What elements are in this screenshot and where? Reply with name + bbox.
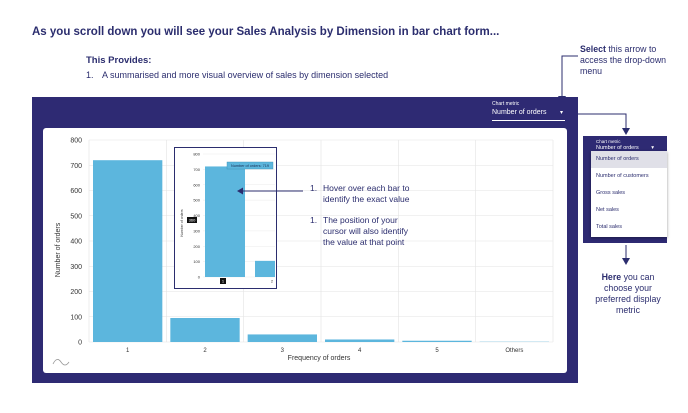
inset-bar[interactable]	[205, 166, 245, 277]
dropdown-options: Number of orders Number of customers Gro…	[591, 151, 667, 237]
provides-label: This Provides:	[86, 55, 152, 66]
y-tick-label: 600	[70, 188, 82, 195]
tooltip-box	[226, 161, 274, 170]
note-text: Hover over each bar to identify the exac…	[323, 183, 410, 204]
inset-bar[interactable]	[255, 260, 279, 277]
hover-note-1: 1. Hover over each bar to identify the e…	[310, 183, 410, 205]
inset-y-axis-label: Number of orders	[180, 209, 184, 236]
inset-y-tick-label: 0	[198, 275, 201, 280]
chart-metric-label: Chart metric	[492, 101, 520, 107]
logo-icon	[52, 359, 70, 366]
chart-metric-value: Number of orders	[492, 109, 547, 116]
bar-chart: Number of orders Frequency of orders 010…	[52, 138, 554, 366]
inset-y-tick-label: 800	[193, 152, 200, 157]
bar[interactable]	[247, 334, 317, 342]
hover-note-2: 1. The position of your cursor will also…	[310, 215, 410, 248]
inset-x-label-1: 1	[222, 279, 225, 284]
x-tick-label: 3	[281, 348, 285, 354]
tooltip-text: Number of orders: 719	[231, 164, 269, 168]
bar[interactable]	[402, 340, 472, 342]
dropdown-label: Chart metric	[596, 139, 621, 144]
y-axis-label: Number of orders	[55, 222, 62, 277]
note-text: The position of your cursor will also id…	[323, 215, 409, 247]
point-text: A summarised and more visual overview of…	[102, 70, 389, 80]
dropdown-value: Number of orders	[596, 145, 639, 151]
arrow-head	[622, 128, 630, 135]
annotation-bold: Here	[601, 272, 622, 282]
dropdown-option[interactable]: Number of customers	[596, 173, 649, 179]
hover-notes: 1. Hover over each bar to identify the e…	[310, 183, 410, 258]
x-label-badge	[220, 278, 226, 284]
cursor-value-badge	[187, 217, 197, 223]
point-number: 1.	[86, 70, 94, 80]
x-tick-label: 4	[358, 348, 362, 354]
x-tick-label: 2	[203, 348, 207, 354]
inset-bar-chart: Number of orders 0 100 200 300 400 500 600 700 8…	[180, 152, 279, 284]
note-number: 1.	[310, 183, 318, 193]
dropdown-option[interactable]: Number of orders	[591, 151, 667, 168]
inset-y-tick-label: 200	[193, 244, 200, 249]
inset-y-tick-label: 400	[193, 213, 200, 218]
x-tick-label: 5	[435, 348, 439, 354]
provides-point-1: 1. A summarised and more visual overview…	[86, 70, 388, 80]
y-tick-label: 700	[70, 163, 82, 170]
chart-card: Number of orders Frequency of orders 0 10…	[43, 128, 567, 373]
x-axis-label: Frequency of orders	[288, 355, 351, 362]
pointer-arrow-head	[237, 187, 243, 195]
page-heading: As you scroll down you will see your Sal…	[32, 26, 500, 38]
inset-x-label-2: 2	[271, 279, 274, 284]
dropdown-arrow-icon[interactable]: ▾	[559, 110, 563, 116]
note-number: 1.	[310, 215, 318, 225]
inset-y-tick-label: 500	[193, 198, 200, 203]
annotation-rest: you can choose your preferred display me…	[595, 272, 661, 315]
y-tick-label: 500	[70, 213, 82, 220]
y-tick-label: 200	[70, 289, 82, 296]
arrow-to-dropdown	[566, 113, 627, 130]
y-tick-label: 300	[70, 264, 82, 271]
y-tick-label: 0	[78, 340, 82, 347]
bar[interactable]	[170, 318, 240, 342]
chart-metric-select[interactable]: Number of orders ▾	[492, 109, 565, 121]
inset-y-tick-label: 100	[193, 259, 200, 264]
arrow-to-select	[561, 55, 578, 99]
inset-y-tick-label: 700	[193, 167, 200, 172]
inset-hover-chart: Number of orders 0 100 200 300 400 500 600 700 8…	[174, 147, 279, 289]
cursor-value: 360	[189, 218, 196, 223]
y-tick-label: 100	[70, 314, 82, 321]
select-arrow-annotation: Select this arrow to access the drop-dow…	[580, 44, 680, 77]
annotation-rest: this arrow to access the drop-down menu	[580, 44, 667, 76]
bar[interactable]	[325, 339, 395, 342]
y-tick-label: 400	[70, 239, 82, 246]
dropdown-option[interactable]: Net sales	[596, 207, 619, 213]
dropdown-select[interactable]: Number of orders ▾	[596, 145, 656, 153]
dropdown-option[interactable]: Gross sales	[596, 190, 626, 196]
y-tick-label: 800	[70, 138, 82, 145]
dropdown-option[interactable]: Total sales	[596, 224, 622, 230]
display-metric-annotation: Here you can choose your preferred displ…	[593, 272, 663, 316]
bar[interactable]	[93, 160, 163, 342]
chevron-down-icon[interactable]: ▾	[651, 145, 654, 151]
x-tick-label: Others	[505, 348, 523, 354]
inset-y-tick-label: 300	[193, 228, 200, 233]
arrow-head	[622, 258, 630, 265]
annotation-bold: Select	[580, 44, 606, 54]
x-tick-label: 1	[126, 348, 130, 354]
inset-y-tick-label: 600	[193, 182, 200, 187]
